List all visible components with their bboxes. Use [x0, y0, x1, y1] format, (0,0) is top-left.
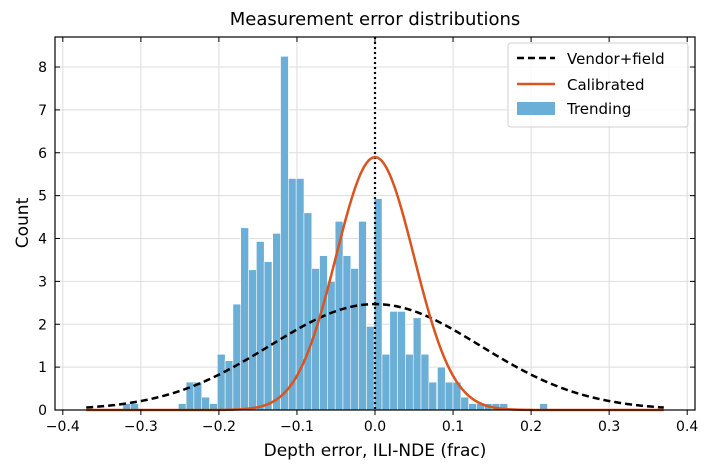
histogram-bar — [280, 55, 289, 411]
histogram-bar — [288, 178, 297, 411]
histogram-bar — [350, 268, 359, 411]
histogram-bar — [428, 381, 437, 411]
histogram-bar — [397, 311, 406, 411]
histogram-bar — [342, 255, 352, 411]
histogram-bar — [248, 269, 257, 411]
histogram-bar — [232, 303, 242, 411]
histogram-bar — [303, 212, 313, 411]
histogram-bar — [272, 233, 281, 411]
legend: Vendor+field Calibrated Trending — [507, 42, 689, 128]
histogram-bar — [319, 255, 328, 411]
histogram-bars — [122, 55, 548, 411]
histogram-bar — [460, 396, 469, 411]
x-tick-label: −0.2 — [202, 419, 236, 435]
legend-label-calibrated: Calibrated — [567, 76, 645, 94]
histogram-bar — [389, 311, 398, 411]
histogram-bar — [240, 227, 249, 411]
histogram-bar — [334, 221, 344, 411]
y-tick-label: 4 — [38, 232, 47, 248]
histogram-bar — [437, 366, 446, 411]
histogram-bar — [444, 381, 454, 411]
histogram-bar — [381, 353, 391, 411]
y-tick-label: 2 — [38, 317, 47, 333]
y-tick-label: 8 — [38, 60, 47, 76]
x-tick-label: 0.2 — [520, 419, 542, 435]
y-tick-label: 6 — [38, 146, 47, 162]
histogram-bar — [366, 326, 375, 411]
x-axis-label: Depth error, ILI-NDE (frac) — [264, 441, 487, 461]
histogram-bar — [405, 353, 414, 411]
histogram-bar — [412, 317, 422, 411]
histogram-bar — [358, 221, 367, 411]
y-tick-label: 7 — [38, 103, 47, 119]
x-tick-label: 0.1 — [442, 419, 464, 435]
y-tick-label: 1 — [38, 360, 47, 376]
y-axis-ticks: 0 1 2 3 4 5 6 7 8 — [38, 60, 695, 419]
y-tick-label: 5 — [38, 189, 47, 205]
y-tick-label: 3 — [38, 274, 47, 290]
x-tick-label: 0.0 — [364, 419, 386, 435]
legend-swatch-trending — [517, 102, 555, 115]
chart-title: Measurement error distributions — [230, 9, 521, 30]
x-tick-label: 0.4 — [676, 419, 698, 435]
x-tick-label: −0.3 — [124, 419, 158, 435]
histogram-bar — [201, 396, 210, 411]
x-tick-label: −0.4 — [46, 419, 80, 435]
y-axis-label: Count — [13, 197, 33, 248]
x-axis-ticks: −0.4 −0.3 −0.2 −0.1 0.0 0.1 0.2 0.3 0.4 — [46, 37, 698, 435]
y-tick-label: 0 — [38, 403, 47, 419]
histogram-bar — [256, 241, 265, 411]
legend-label-vendor-field: Vendor+field — [567, 50, 665, 68]
x-tick-label: 0.3 — [598, 419, 620, 435]
histogram-bar — [420, 353, 430, 411]
histogram-bar — [185, 381, 195, 411]
histogram-bar — [263, 261, 273, 411]
histogram-bar — [217, 353, 226, 411]
histogram-bar — [327, 281, 336, 411]
legend-label-trending: Trending — [566, 100, 631, 118]
x-tick-label: −0.1 — [280, 419, 314, 435]
histogram-bar — [468, 403, 477, 411]
series-line-vendor-field — [86, 302, 664, 409]
